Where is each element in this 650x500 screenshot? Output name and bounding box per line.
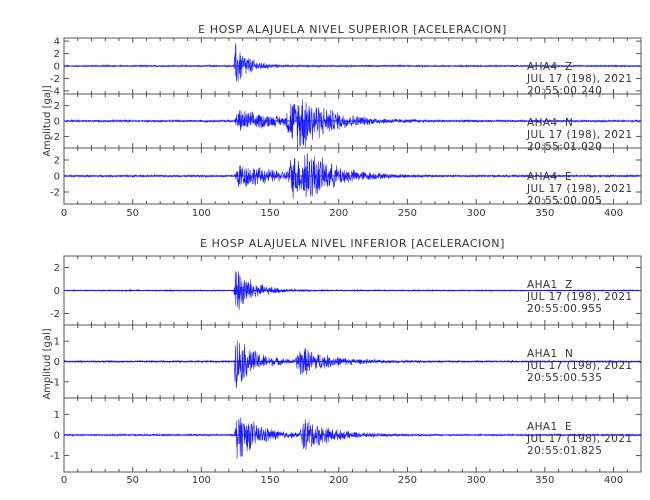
record-date: JUL 17 (198), 2021 — [526, 291, 633, 303]
y-tick-label: 0 — [54, 357, 60, 368]
y-tick-label: 2 — [54, 49, 60, 60]
x-tick-label: 50 — [126, 475, 139, 486]
chart-title: E HOSP ALAJUELA NIVEL SUPERIOR [ACELERAC… — [198, 23, 507, 36]
x-tick-label: 350 — [535, 208, 554, 219]
station-code: AHA4 — [527, 171, 558, 183]
component-label: Z — [565, 61, 573, 73]
x-tick-label: 250 — [398, 475, 417, 486]
y-tick-label: 4 — [54, 37, 60, 48]
y-tick-label: 2 — [54, 156, 60, 167]
record-time: 20:55:00.955 — [527, 303, 602, 315]
waveform-trace — [63, 340, 642, 388]
x-tick-label: 150 — [261, 208, 280, 219]
y-tick-label: -2 — [50, 132, 60, 143]
waveform-trace — [63, 417, 642, 459]
y-tick-label: -1 — [50, 377, 60, 388]
record-date: JUL 17 (198), 2021 — [526, 129, 633, 141]
x-tick-label: 100 — [192, 208, 211, 219]
waveform-trace — [63, 271, 642, 310]
x-tick-label: 350 — [535, 475, 554, 486]
x-tick-label: 250 — [398, 208, 417, 219]
component-label: N — [565, 348, 573, 360]
x-tick-label: 300 — [467, 208, 486, 219]
y-tick-label: 2 — [54, 263, 60, 274]
y-tick-label: 2 — [54, 101, 60, 112]
component-label: Z — [565, 279, 573, 291]
station-code: AHA1 — [527, 348, 558, 360]
station-code: AHA4 — [527, 117, 558, 129]
record-time: 20:55:00.240 — [527, 85, 602, 97]
x-tick-label: 200 — [329, 475, 348, 486]
x-tick-label: 300 — [467, 475, 486, 486]
x-tick-label: 100 — [192, 475, 211, 486]
y-axis-label: Amplitud [gal] — [42, 85, 53, 156]
x-tick-label: 50 — [126, 208, 139, 219]
y-tick-label: 0 — [54, 117, 60, 128]
record-date: JUL 17 (198), 2021 — [526, 73, 633, 85]
y-tick-label: 1 — [54, 410, 60, 421]
y-tick-label: 0 — [54, 431, 60, 442]
y-tick-label: -2 — [50, 74, 60, 85]
x-tick-label: 0 — [61, 475, 67, 486]
y-tick-label: -4 — [50, 86, 60, 97]
y-tick-label: 1 — [54, 337, 60, 348]
record-time: 20:55:00.535 — [527, 372, 602, 384]
x-tick-label: 400 — [604, 208, 623, 219]
waveform-trace — [64, 43, 642, 82]
component-label: N — [565, 117, 573, 129]
x-tick-label: 400 — [604, 475, 623, 486]
y-tick-label: -2 — [50, 309, 60, 320]
station-code: AHA1 — [527, 279, 558, 291]
record-date: JUL 17 (198), 2021 — [526, 183, 633, 195]
station-code: AHA4 — [527, 61, 558, 73]
y-tick-label: -1 — [50, 451, 60, 462]
chart-1: E HOSP ALAJUELA NIVEL SUPERIOR [ACELERAC… — [42, 23, 642, 219]
x-tick-label: 200 — [329, 208, 348, 219]
y-tick-label: 0 — [54, 62, 60, 73]
y-tick-label: 0 — [54, 172, 60, 183]
chart-2: E HOSP ALAJUELA NIVEL INFERIOR [ACELERAC… — [42, 237, 642, 486]
record-time: 20:55:01.825 — [527, 445, 602, 457]
component-label: E — [565, 171, 572, 183]
record-time: 20:55:01.020 — [527, 141, 602, 153]
component-label: E — [565, 421, 572, 433]
y-axis-label: Amplitud [gal] — [42, 328, 53, 399]
waveform-trace — [63, 99, 642, 148]
record-date: JUL 17 (198), 2021 — [526, 360, 633, 372]
x-tick-label: 150 — [261, 475, 280, 486]
y-tick-label: -2 — [50, 188, 60, 199]
chart-title: E HOSP ALAJUELA NIVEL INFERIOR [ACELERAC… — [200, 237, 505, 250]
y-tick-label: 0 — [54, 286, 60, 297]
record-date: JUL 17 (198), 2021 — [526, 433, 633, 445]
station-code: AHA1 — [527, 421, 558, 433]
record-time: 20:55:00.005 — [527, 195, 602, 207]
x-tick-label: 0 — [61, 208, 67, 219]
waveform-trace — [63, 153, 642, 199]
